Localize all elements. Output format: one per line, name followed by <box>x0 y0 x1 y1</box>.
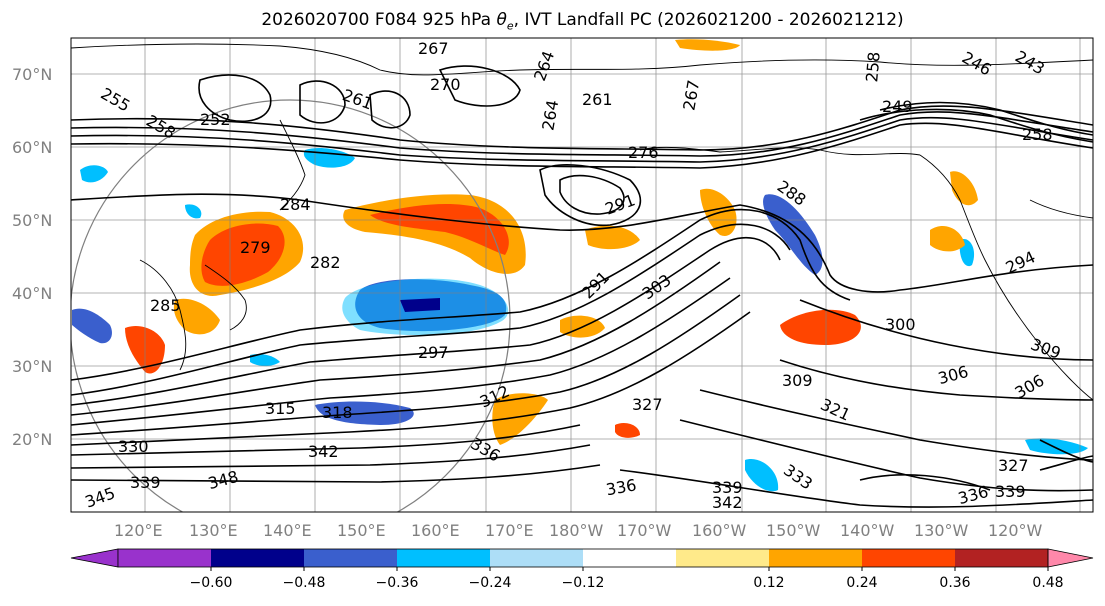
negative-anomaly-patch <box>745 459 779 492</box>
colorbar-tick-label: −0.12 <box>562 575 605 591</box>
negative-anomaly-patch <box>763 194 823 275</box>
lon-label: 130°E <box>189 521 238 540</box>
contour-label: 315 <box>265 399 296 418</box>
positive-anomaly-patch <box>173 298 220 335</box>
contour-labels: 267 264 270 261 255 258 252 261 267 264 … <box>82 39 1063 512</box>
contour-label: 339 <box>995 482 1026 501</box>
lon-label: 140°E <box>263 521 312 540</box>
positive-anomaly-patch <box>930 225 965 252</box>
contour-label: 282 <box>310 253 341 272</box>
positive-anomaly-patch <box>370 204 509 255</box>
contour-label: 270 <box>430 75 461 94</box>
colorbar-bin <box>676 549 770 567</box>
contour-label: 276 <box>628 143 659 162</box>
negative-anomaly-patch <box>250 353 280 367</box>
contour-label: 309 <box>782 371 813 390</box>
colorbar-tick-label: 0.48 <box>1032 575 1063 591</box>
contour-label: 300 <box>885 315 916 334</box>
lat-label: 20°N <box>12 430 52 449</box>
lon-label: 140°W <box>840 521 895 540</box>
colorbar-tick-label: 0.24 <box>846 575 877 591</box>
colorbar-tick-label: −0.24 <box>469 575 512 591</box>
pc-shading <box>72 39 1088 492</box>
contour-label: 339 <box>712 478 743 497</box>
lon-label: 150°W <box>766 521 821 540</box>
contour-label: 297 <box>418 343 449 362</box>
negative-anomaly-patch <box>80 165 108 183</box>
lat-label: 40°N <box>12 284 52 303</box>
colorbar-bin <box>862 549 956 567</box>
colorbar-tick-label: 0.12 <box>753 575 784 591</box>
range-rings <box>71 99 511 512</box>
lon-label: 120°E <box>114 521 163 540</box>
colorbar-bin <box>304 549 398 567</box>
contour-label: 284 <box>280 195 311 214</box>
contour-label: 249 <box>882 97 913 116</box>
colorbar-bin <box>397 549 491 567</box>
colorbar-tick-label: −0.60 <box>190 575 233 591</box>
lon-label: 170°E <box>485 521 534 540</box>
colorbar-bin <box>955 549 1049 567</box>
lat-label: 30°N <box>12 357 52 376</box>
colorbar-over-extend <box>1047 548 1094 568</box>
lon-label: 150°E <box>337 521 386 540</box>
positive-anomaly-patch <box>950 171 978 206</box>
colorbar-tick-label: −0.48 <box>283 575 326 591</box>
graticule <box>71 38 1093 512</box>
contour-label: 330 <box>118 437 149 456</box>
lon-label: 160°W <box>692 521 747 540</box>
colorbar-tick-label: 0.36 <box>939 575 970 591</box>
contour-label: 261 <box>582 90 613 109</box>
colorbar-tick-label: −0.36 <box>376 575 419 591</box>
contour-label: 267 <box>418 39 449 58</box>
negative-anomaly-patch <box>185 204 202 219</box>
lon-label: 160°E <box>411 521 460 540</box>
colorbar-bin <box>583 549 677 567</box>
contour-label: 258 <box>862 51 884 83</box>
map-frame <box>70 37 1094 513</box>
negative-anomaly-patch <box>1025 438 1088 455</box>
colorbar-bin <box>490 549 584 567</box>
positive-anomaly-patch <box>675 39 740 51</box>
positive-anomaly-patch <box>585 225 640 250</box>
positive-anomaly-patch <box>780 309 861 345</box>
colorbar-bin <box>769 549 863 567</box>
lat-label: 70°N <box>12 65 52 84</box>
coastlines <box>71 43 1093 401</box>
contour-label: 285 <box>150 296 181 315</box>
lon-label: 170°W <box>617 521 672 540</box>
contour-label: 342 <box>308 442 339 461</box>
contour-label: 258 <box>1022 125 1053 144</box>
lat-label: 60°N <box>12 138 52 157</box>
theta-e-contours <box>71 65 1093 508</box>
contour-label: 327 <box>998 456 1029 475</box>
lon-label: 180°W <box>549 521 604 540</box>
lon-label: 130°W <box>914 521 969 540</box>
colorbar: −0.60 −0.48 −0.36 −0.24 −0.12 0.12 0.24 0.36 0.4… <box>70 548 1094 591</box>
contour-label: 279 <box>240 238 271 257</box>
longitude-labels: 120°E 130°E 140°E 150°E 160°E 170°E 180°… <box>114 521 1043 540</box>
contour-label: 339 <box>130 473 161 492</box>
lon-label: 120°W <box>988 521 1043 540</box>
positive-anomaly-patch <box>201 223 285 286</box>
colorbar-under-extend <box>70 548 119 568</box>
latitude-labels: 70°N 60°N 50°N 40°N 30°N 20°N <box>12 65 52 449</box>
negative-anomaly-patch <box>72 308 112 344</box>
strong-negative-core <box>400 298 440 312</box>
contour-label: 342 <box>712 493 743 512</box>
figure-title: 2026020700 F084 925 hPa θe, IVT Landfall… <box>261 10 904 33</box>
lat-label: 50°N <box>12 211 52 230</box>
contour-label: 318 <box>322 403 353 422</box>
colorbar-bin <box>118 549 212 567</box>
positive-anomaly-patch <box>492 393 548 445</box>
colorbar-bin <box>211 549 305 567</box>
contour-label: 252 <box>200 110 231 129</box>
positive-anomaly-patch <box>615 423 640 438</box>
contour-label: 327 <box>632 395 663 414</box>
